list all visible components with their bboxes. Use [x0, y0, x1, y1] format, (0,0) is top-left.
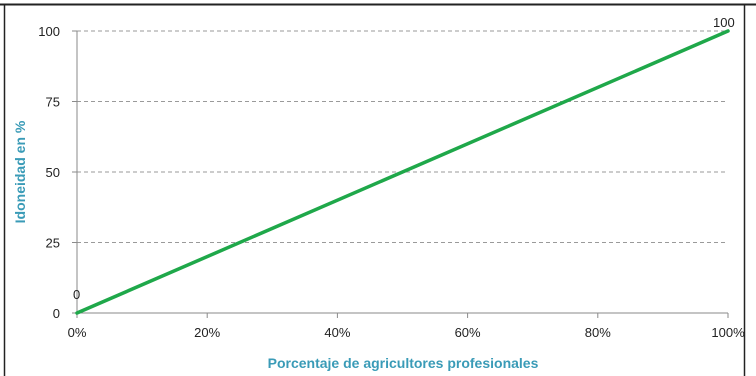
y-tick-label: 75	[46, 95, 60, 110]
y-tick-label: 25	[46, 236, 60, 251]
tick-labels: 0 25 50 75 100 0% 20% 40% 60% 80% 100%	[38, 24, 745, 340]
y-tick-label: 0	[53, 306, 60, 321]
y-tick-label: 100	[38, 24, 60, 39]
x-tick-label: 60%	[455, 325, 481, 340]
x-axis-title: Porcentaje de agricultores profesionales	[268, 355, 539, 371]
x-tick-label: 20%	[194, 325, 220, 340]
series	[75, 29, 730, 315]
series-line	[75, 29, 730, 315]
x-tick-label: 40%	[324, 325, 350, 340]
axes	[72, 30, 729, 318]
y-tick-label: 50	[46, 165, 60, 180]
x-tick-label: 0%	[68, 325, 87, 340]
data-label: 0	[73, 287, 80, 302]
data-labels: 0 100	[73, 15, 735, 302]
x-tick-label: 80%	[585, 325, 611, 340]
y-axis-title: Idoneidad en %	[12, 120, 28, 223]
x-tick-label: 100%	[711, 325, 745, 340]
gridlines	[77, 30, 728, 243]
data-label: 100	[713, 15, 735, 30]
